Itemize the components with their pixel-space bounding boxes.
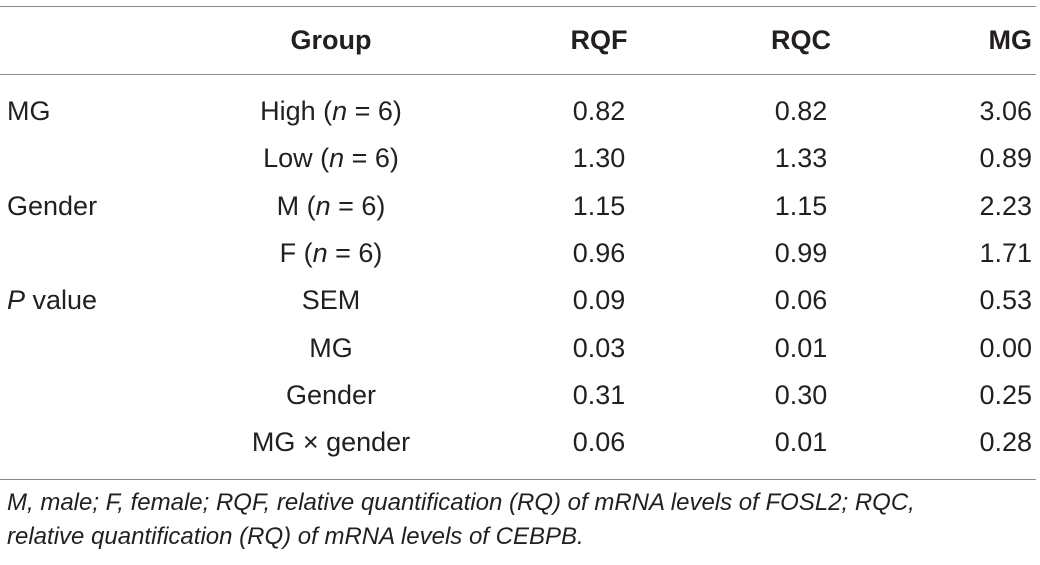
table-row: MG × gender 0.06 0.01 0.28	[0, 419, 1040, 466]
header-group: Group	[290, 25, 372, 55]
group-n: n	[315, 190, 331, 221]
group-text: MG × gender	[251, 427, 411, 458]
row-mg-value: 0.28	[979, 427, 1032, 458]
group-text: High (	[260, 96, 333, 126]
row-rqf-value: 0.06	[572, 427, 626, 458]
row-label-text: MG	[7, 96, 51, 126]
table-row: F (n = 6) 0.96 0.99 1.71	[0, 230, 1040, 277]
row-group: SEM	[200, 277, 462, 324]
group-text: Gender	[285, 379, 377, 410]
row-rqc-value: 0.30	[774, 379, 828, 410]
row-rqc-value: 0.82	[774, 96, 828, 126]
row-rqf-value: 0.09	[572, 285, 626, 316]
group-n: n	[312, 237, 328, 268]
row-rqc-value: 1.15	[774, 190, 828, 221]
table-row: Gender 0.31 0.30 0.25	[0, 372, 1040, 419]
row-label: MG	[7, 88, 51, 135]
row-mg-value: 2.23	[979, 190, 1032, 221]
row-mg-value: 0.00	[979, 332, 1032, 363]
footnote-line-2: relative quantification (RQ) of mRNA lev…	[7, 523, 584, 550]
row-mg-value: 0.25	[979, 379, 1032, 410]
table-footnote: M, male; F, female; RQF, relative quanti…	[7, 486, 1032, 554]
row-label: P value	[7, 277, 97, 324]
table-row: MG 0.03 0.01 0.00	[0, 325, 1040, 372]
row-rqf-value: 0.82	[572, 96, 626, 126]
group-n: n	[332, 96, 348, 126]
table-row: Low (n = 6) 1.30 1.33 0.89	[0, 135, 1040, 182]
group-text: SEM	[301, 285, 361, 316]
row-rqf-value: 1.15	[572, 190, 626, 221]
row-group: MG × gender	[200, 419, 462, 466]
row-rqc-value: 1.33	[774, 143, 828, 174]
footnote-line-1: M, male; F, female; RQF, relative quanti…	[7, 489, 915, 516]
group-text: F (	[279, 237, 313, 268]
group-count: = 6)	[344, 143, 399, 174]
row-group: Gender	[200, 372, 462, 419]
row-mg-value: 0.53	[979, 285, 1032, 316]
row-rqc-value: 0.06	[774, 285, 828, 316]
row-mg-value: 0.89	[979, 143, 1032, 174]
table-row: Gender M (n = 6) 1.15 1.15 2.23	[0, 183, 1040, 230]
row-mg-value: 1.71	[979, 237, 1032, 268]
header-mg: MG	[988, 25, 1033, 55]
header-rqc: RQC	[771, 25, 831, 55]
row-group: F (n = 6)	[200, 230, 462, 277]
group-text: MG	[309, 332, 353, 363]
row-rqc-value: 0.99	[774, 237, 828, 268]
group-text: Low (	[263, 143, 330, 174]
row-rqc-value: 0.01	[774, 332, 828, 363]
row-label-italic: P	[7, 285, 26, 316]
row-label-text: Gender	[7, 190, 98, 221]
row-label-rest: value	[25, 285, 98, 316]
row-group: MG	[200, 325, 462, 372]
row-rqf-value: 0.31	[572, 379, 626, 410]
header-rqf: RQF	[570, 25, 628, 55]
row-label: Gender	[7, 183, 97, 230]
table-header-row: Group RQF RQC MG	[0, 17, 1040, 64]
row-group: High (n = 6)	[200, 88, 462, 135]
table-row: P value SEM 0.09 0.06 0.53	[0, 277, 1040, 324]
group-count: = 6)	[327, 237, 383, 268]
row-group: Low (n = 6)	[200, 135, 462, 182]
row-rqf-value: 0.03	[572, 332, 626, 363]
group-n: n	[329, 143, 345, 174]
row-rqc-value: 0.01	[774, 427, 828, 458]
group-count: = 6)	[330, 190, 386, 221]
row-group: M (n = 6)	[200, 183, 462, 230]
table-header-rule	[0, 74, 1036, 75]
table-bottom-rule	[0, 479, 1036, 480]
row-mg-value: 3.06	[979, 96, 1032, 126]
row-rqf-value: 0.96	[572, 237, 626, 268]
row-rqf-value: 1.30	[572, 143, 626, 174]
group-text: M (	[276, 190, 316, 221]
table-top-rule	[0, 6, 1036, 7]
group-count: = 6)	[347, 96, 402, 126]
table-row: MG High (n = 6) 0.82 0.82 3.06	[0, 88, 1040, 135]
